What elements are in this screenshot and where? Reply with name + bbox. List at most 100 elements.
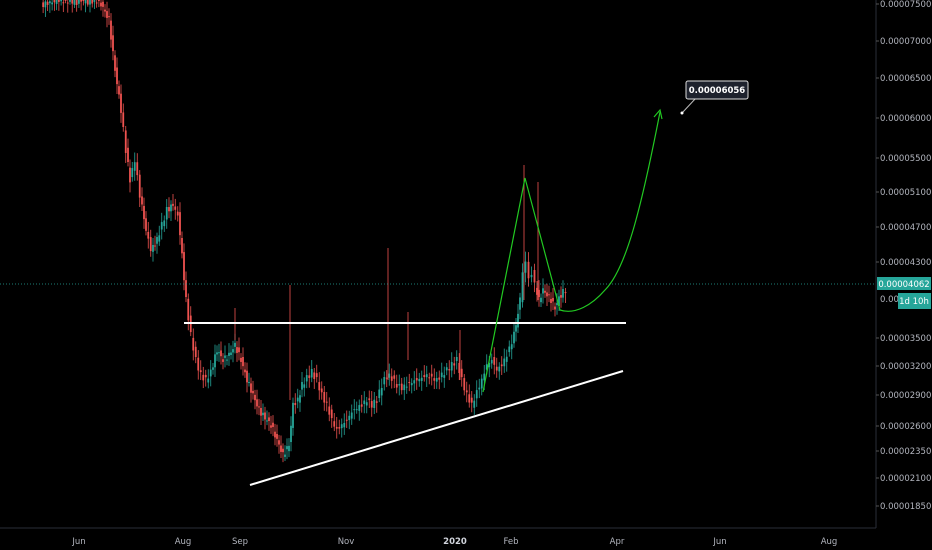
x-tick-label: Aug	[175, 537, 192, 547]
candle-body	[478, 387, 481, 390]
candle-body	[110, 20, 112, 40]
candle-body	[558, 296, 560, 306]
candle-body	[226, 359, 228, 361]
y-tick-label: 0.00003200	[880, 362, 931, 372]
support-trendline[interactable]	[249, 370, 624, 486]
candle-body	[303, 384, 306, 388]
y-tick-label: 0.00007000	[880, 37, 931, 47]
candle-body	[57, 0, 60, 2]
y-tick-label: 0.00005100	[880, 188, 931, 198]
candles-layer	[42, 0, 567, 463]
candle-body	[62, 2, 65, 4]
candle-body	[156, 237, 158, 244]
candle-body	[413, 380, 416, 384]
candle-body	[77, 0, 80, 4]
candle-body	[234, 342, 236, 347]
candle-body	[143, 205, 145, 220]
candle-body	[470, 397, 473, 403]
candle-body	[345, 419, 348, 421]
candle-body	[238, 347, 240, 353]
candle-body	[192, 337, 195, 351]
candle-body	[378, 389, 381, 399]
candle-body	[405, 386, 408, 388]
candle-body	[276, 434, 278, 439]
y-tick-label: 0.00002350	[880, 447, 931, 457]
projection-path[interactable]	[482, 111, 661, 393]
candle-body	[122, 112, 125, 128]
candle-body	[308, 375, 311, 378]
candle-body	[546, 292, 548, 297]
candle-body	[266, 420, 268, 422]
candle-body	[66, 2, 69, 4]
callout-box	[685, 80, 749, 100]
candle-body	[458, 362, 461, 373]
candle-body	[280, 445, 282, 452]
candle-body	[498, 366, 501, 372]
candle-body	[540, 297, 542, 303]
candle-body	[310, 369, 313, 378]
candle-body	[102, 1, 104, 7]
candle-body	[100, 2, 102, 7]
candle-body	[131, 168, 134, 178]
candle-body	[236, 347, 238, 353]
candle-body	[86, 0, 89, 5]
candle-body	[368, 398, 371, 401]
candle-body	[410, 383, 413, 386]
candle-body	[480, 378, 483, 389]
candle-body	[262, 412, 264, 416]
y-axis-panel[interactable]	[876, 0, 932, 528]
candle-body	[218, 352, 220, 354]
candle-body	[524, 261, 527, 273]
target-callout[interactable]: 0.00006056	[680, 80, 749, 115]
candle-body	[398, 384, 401, 386]
x-axis-ticks: Jun Aug Sep Nov 2020 Feb Apr Jun Aug	[71, 537, 837, 547]
candle-body	[313, 372, 316, 379]
candle-body	[548, 294, 550, 296]
candle-body	[127, 147, 129, 163]
candle-body	[533, 270, 536, 283]
x-axis-panel[interactable]	[0, 528, 932, 550]
candle-body	[55, 0, 58, 4]
candle-body	[500, 364, 503, 367]
y-tick-label: 0.00006000	[880, 114, 931, 124]
candle-body	[527, 261, 530, 279]
candle-body	[513, 331, 515, 344]
candle-body	[246, 370, 248, 383]
y-tick-label: 0.00007500	[880, 0, 931, 10]
candle-body	[385, 377, 388, 379]
candle-body	[393, 375, 396, 379]
candle-body	[64, 0, 67, 1]
candle-body	[71, 0, 74, 4]
candle-body	[91, 0, 94, 4]
candle-body	[124, 130, 127, 153]
candle-body	[242, 357, 244, 367]
candle-body	[562, 289, 564, 298]
candle-body	[408, 382, 411, 384]
candle-body	[415, 378, 418, 381]
candle-body	[220, 350, 222, 357]
candle-body	[428, 377, 431, 379]
candle-body	[448, 369, 451, 371]
candle-body	[44, 1, 47, 8]
candle-body	[141, 196, 143, 205]
candle-body	[503, 358, 506, 367]
candle-body	[152, 244, 154, 252]
partial-price-label: 0.0000	[880, 295, 910, 305]
candle-body	[209, 369, 212, 377]
candle-body	[517, 313, 519, 328]
candle-body	[147, 231, 150, 239]
candle-body	[260, 407, 262, 416]
last-price-label: 0.00004062	[878, 280, 929, 290]
projection-arrowhead	[653, 108, 663, 120]
candle-body	[450, 362, 453, 371]
last-price-badge: 0.00004062	[877, 277, 931, 290]
candle-body	[48, 1, 51, 4]
candle-body	[468, 394, 471, 403]
candle-body	[136, 162, 139, 176]
y-axis-ticks: 0.00007500 0.00007000 0.00006500 0.00006000…	[876, 0, 931, 512]
candle-body	[483, 373, 486, 381]
candle-body	[542, 288, 544, 294]
candle-body	[120, 93, 122, 113]
candle-body	[116, 67, 118, 85]
